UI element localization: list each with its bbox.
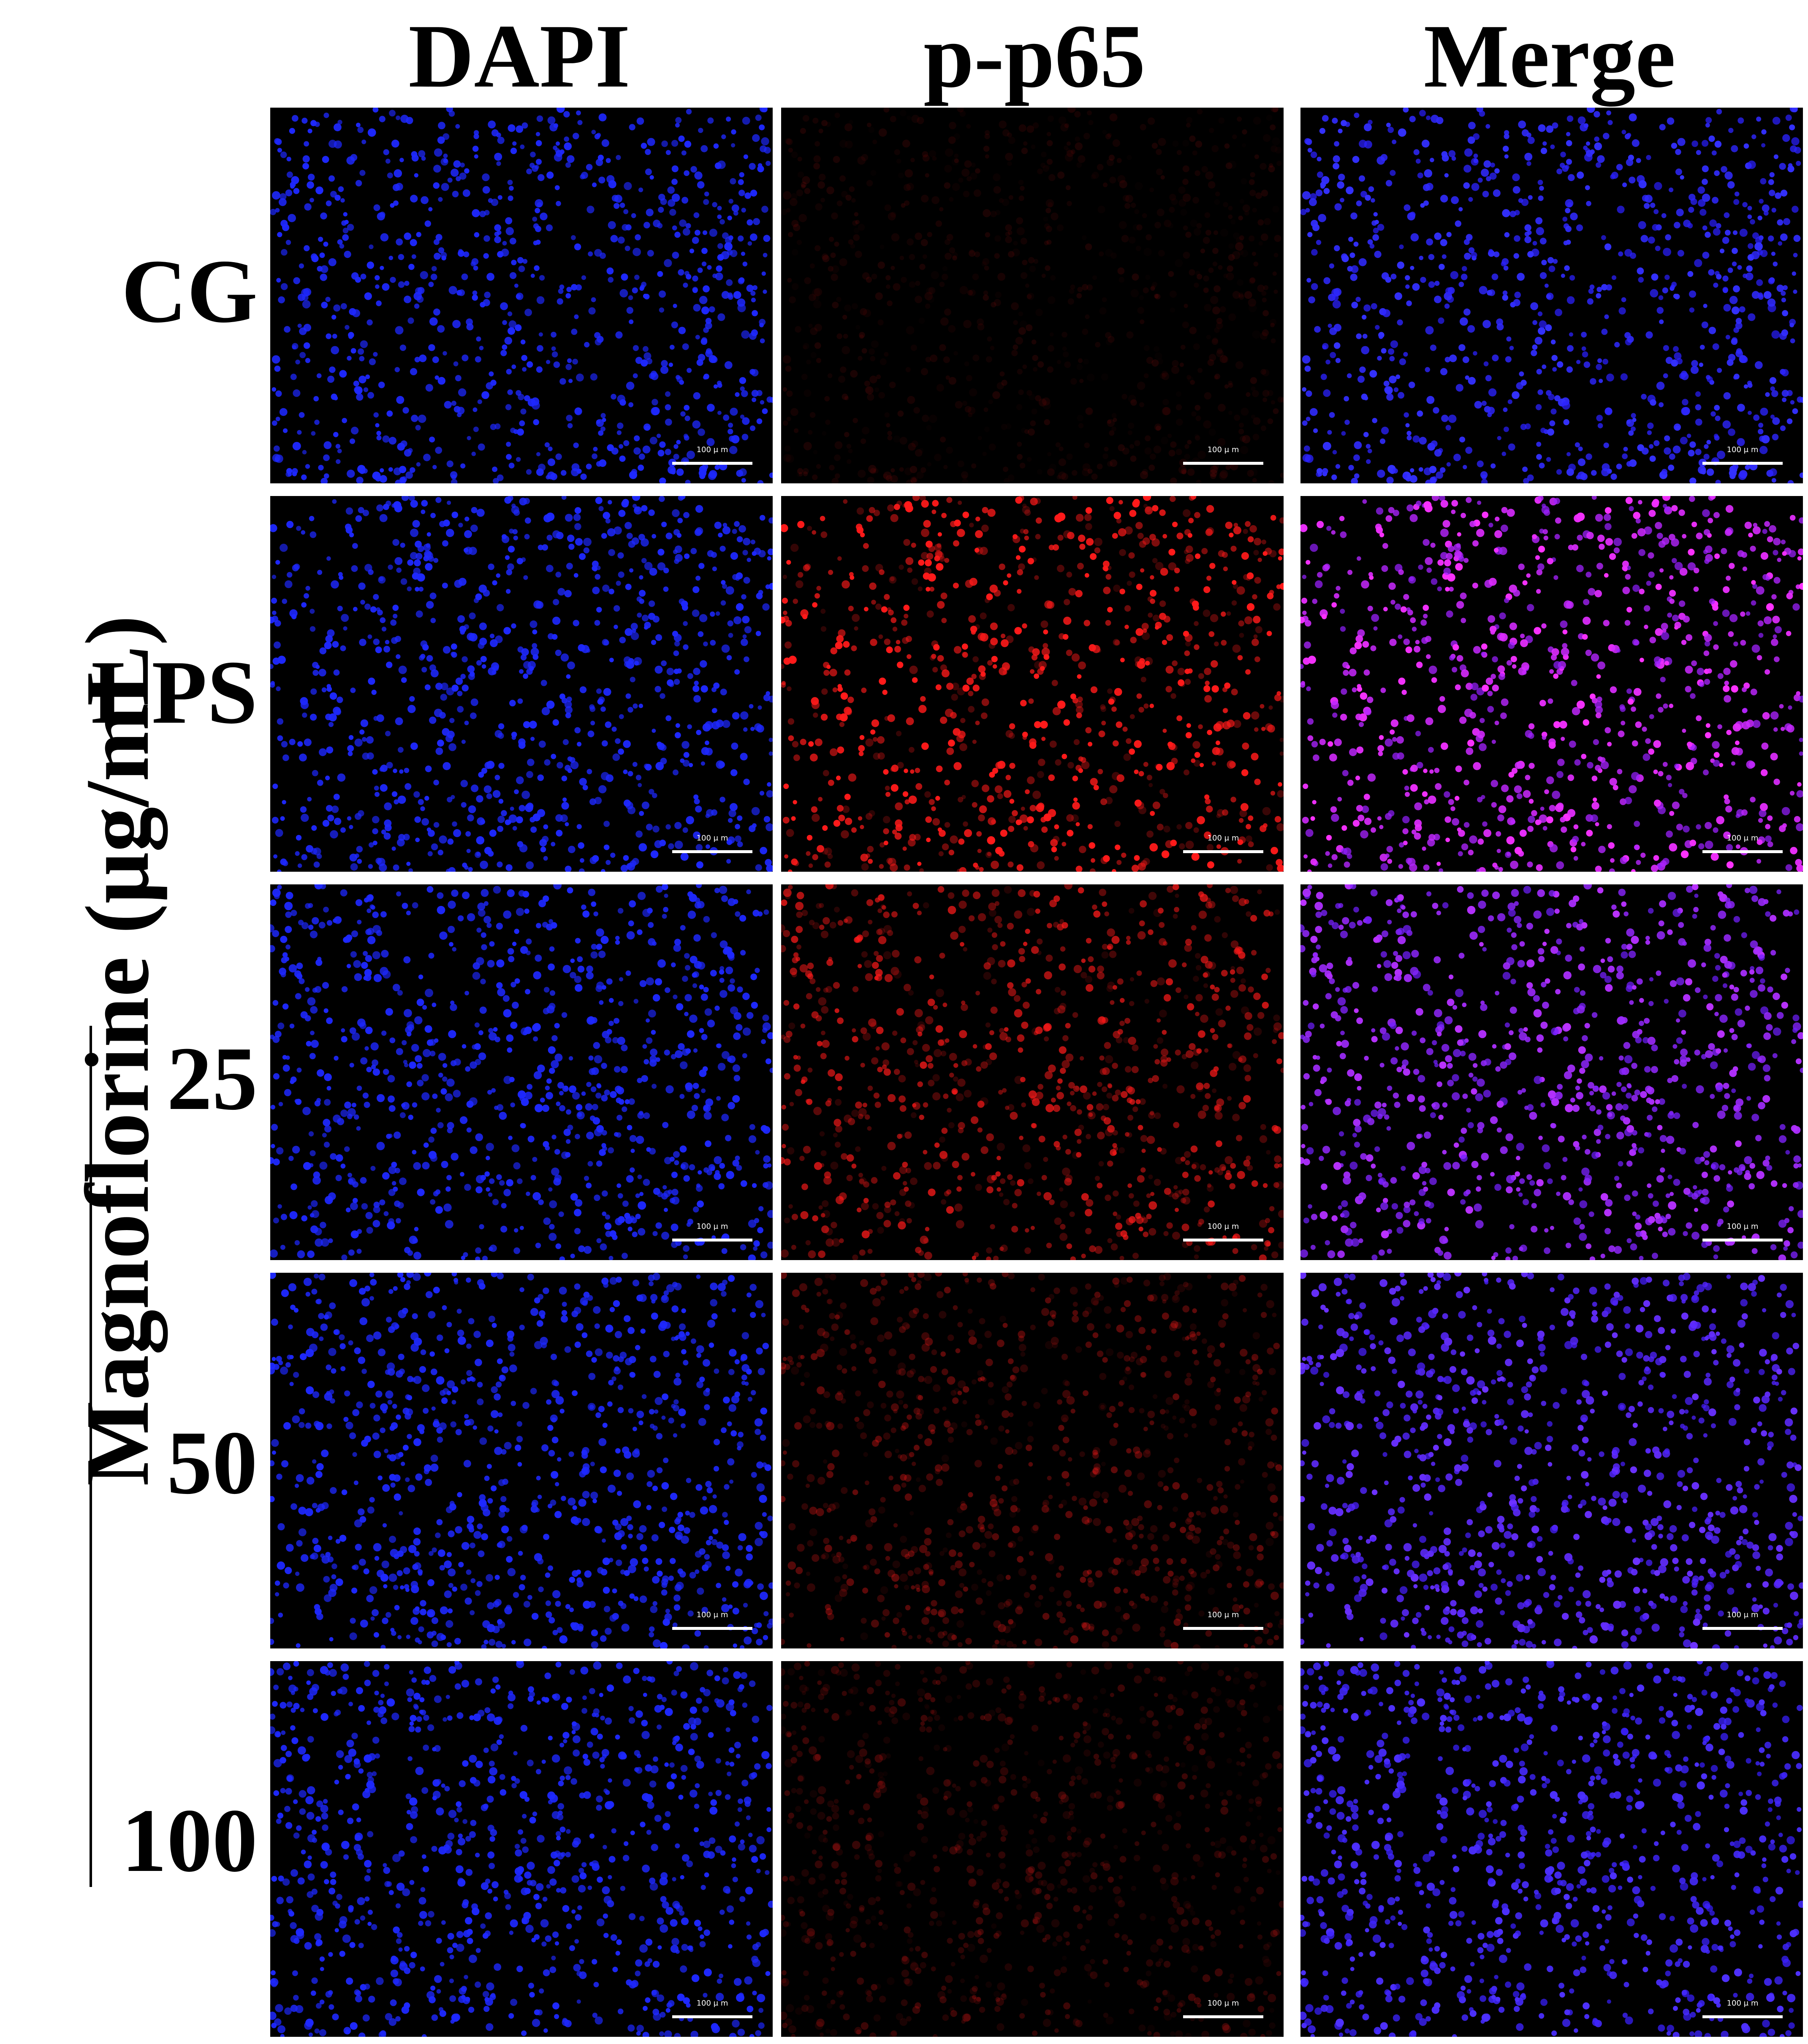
scale-bar-label: 100 μ m — [1207, 1999, 1239, 2008]
scale-bar-label: 100 μ m — [696, 834, 728, 843]
scale-bar-label: 100 μ m — [1727, 1222, 1759, 1231]
row-label-cg: CG — [121, 241, 258, 342]
micrograph-merge-cg: 100 μ m — [1300, 108, 1803, 483]
scale-bar: 100 μ m — [1702, 1222, 1783, 1247]
row-label-lps: LPS — [91, 642, 258, 743]
scale-bar: 100 μ m — [1702, 1610, 1783, 1636]
micrograph-merge-lps: 100 μ m — [1300, 496, 1803, 872]
scale-bar: 100 μ m — [1702, 1999, 1783, 2024]
micrograph-p-p65-100: 100 μ m — [781, 1661, 1284, 2037]
scale-bar-label: 100 μ m — [1207, 1222, 1239, 1231]
cell-field-image — [1300, 496, 1803, 872]
scale-bar-line — [1702, 462, 1783, 465]
scale-bar-line — [1183, 1627, 1263, 1630]
cell-field-image — [781, 1661, 1284, 2037]
scale-bar-line — [672, 1627, 752, 1630]
cell-field-image — [781, 108, 1284, 483]
scale-bar: 100 μ m — [672, 1222, 752, 1247]
scale-bar-line — [1183, 850, 1263, 853]
scale-bar: 100 μ m — [672, 1999, 752, 2024]
micrograph-merge-100: 100 μ m — [1300, 1661, 1803, 2037]
micrograph-dapi-100: 100 μ m — [270, 1661, 773, 2037]
micrograph-dapi-lps: 100 μ m — [270, 496, 773, 872]
cell-field-image — [270, 496, 773, 872]
scale-bar-line — [1183, 462, 1263, 465]
scale-bar-label: 100 μ m — [1727, 445, 1759, 454]
scale-bar-label: 100 μ m — [1727, 1999, 1759, 2008]
scale-bar: 100 μ m — [672, 445, 752, 471]
cell-field-image — [1300, 1661, 1803, 2037]
cell-field-image — [1300, 884, 1803, 1260]
scale-bar-line — [1183, 2015, 1263, 2018]
micrograph-dapi-50: 100 μ m — [270, 1273, 773, 1648]
scale-bar: 100 μ m — [1183, 1999, 1263, 2024]
cell-field-image — [1300, 1273, 1803, 1648]
scale-bar-line — [672, 2015, 752, 2018]
cell-field-image — [781, 496, 1284, 872]
scale-bar: 100 μ m — [1702, 445, 1783, 471]
scale-bar-label: 100 μ m — [696, 1999, 728, 2008]
scale-bar: 100 μ m — [1183, 445, 1263, 471]
cell-field-image — [270, 1273, 773, 1648]
scale-bar-label: 100 μ m — [696, 445, 728, 454]
scale-bar-label: 100 μ m — [696, 1222, 728, 1231]
scale-bar-line — [672, 462, 752, 465]
scale-bar-label: 100 μ m — [1207, 1610, 1239, 1619]
scale-bar-label: 100 μ m — [1207, 834, 1239, 843]
row-label-25: 25 — [167, 1028, 258, 1129]
scale-bar-label: 100 μ m — [1727, 1610, 1759, 1619]
scale-bar-line — [1702, 2015, 1783, 2018]
scale-bar-label: 100 μ m — [1207, 445, 1239, 454]
cell-field-image — [781, 884, 1284, 1260]
scale-bar-line — [1702, 850, 1783, 853]
micrograph-dapi-cg: 100 μ m — [270, 108, 773, 483]
column-label-dapi: DAPI — [408, 5, 630, 106]
scale-bar-line — [672, 1239, 752, 1242]
micrograph-p-p65-50: 100 μ m — [781, 1273, 1284, 1648]
cell-field-image — [781, 1273, 1284, 1648]
cell-field-image — [270, 108, 773, 483]
scale-bar: 100 μ m — [1702, 834, 1783, 859]
column-label-p-p65: p-p65 — [923, 5, 1146, 106]
scale-bar-line — [1183, 1239, 1263, 1242]
scale-bar: 100 μ m — [1183, 1610, 1263, 1636]
row-label-100: 100 — [121, 1790, 258, 1891]
cell-field-image — [270, 884, 773, 1260]
cell-field-image — [1300, 108, 1803, 483]
row-label-50: 50 — [167, 1412, 258, 1513]
micrograph-p-p65-lps: 100 μ m — [781, 496, 1284, 872]
cell-field-image — [270, 1661, 773, 2037]
scale-bar-line — [1702, 1239, 1783, 1242]
magnoflorine-group-title: Magnoflorine (μg/mL) — [67, 615, 168, 1486]
scale-bar: 100 μ m — [672, 1610, 752, 1636]
micrograph-p-p65-cg: 100 μ m — [781, 108, 1284, 483]
scale-bar-line — [672, 850, 752, 853]
micrograph-merge-25: 100 μ m — [1300, 884, 1803, 1260]
scale-bar-line — [1702, 1627, 1783, 1630]
magnoflorine-axis-rule — [90, 1026, 92, 1887]
micrograph-merge-50: 100 μ m — [1300, 1273, 1803, 1648]
scale-bar: 100 μ m — [672, 834, 752, 859]
scale-bar-label: 100 μ m — [1727, 834, 1759, 843]
scale-bar: 100 μ m — [1183, 834, 1263, 859]
column-label-merge: Merge — [1423, 5, 1676, 106]
micrograph-dapi-25: 100 μ m — [270, 884, 773, 1260]
scale-bar-label: 100 μ m — [696, 1610, 728, 1619]
scale-bar: 100 μ m — [1183, 1222, 1263, 1247]
micrograph-p-p65-25: 100 μ m — [781, 884, 1284, 1260]
